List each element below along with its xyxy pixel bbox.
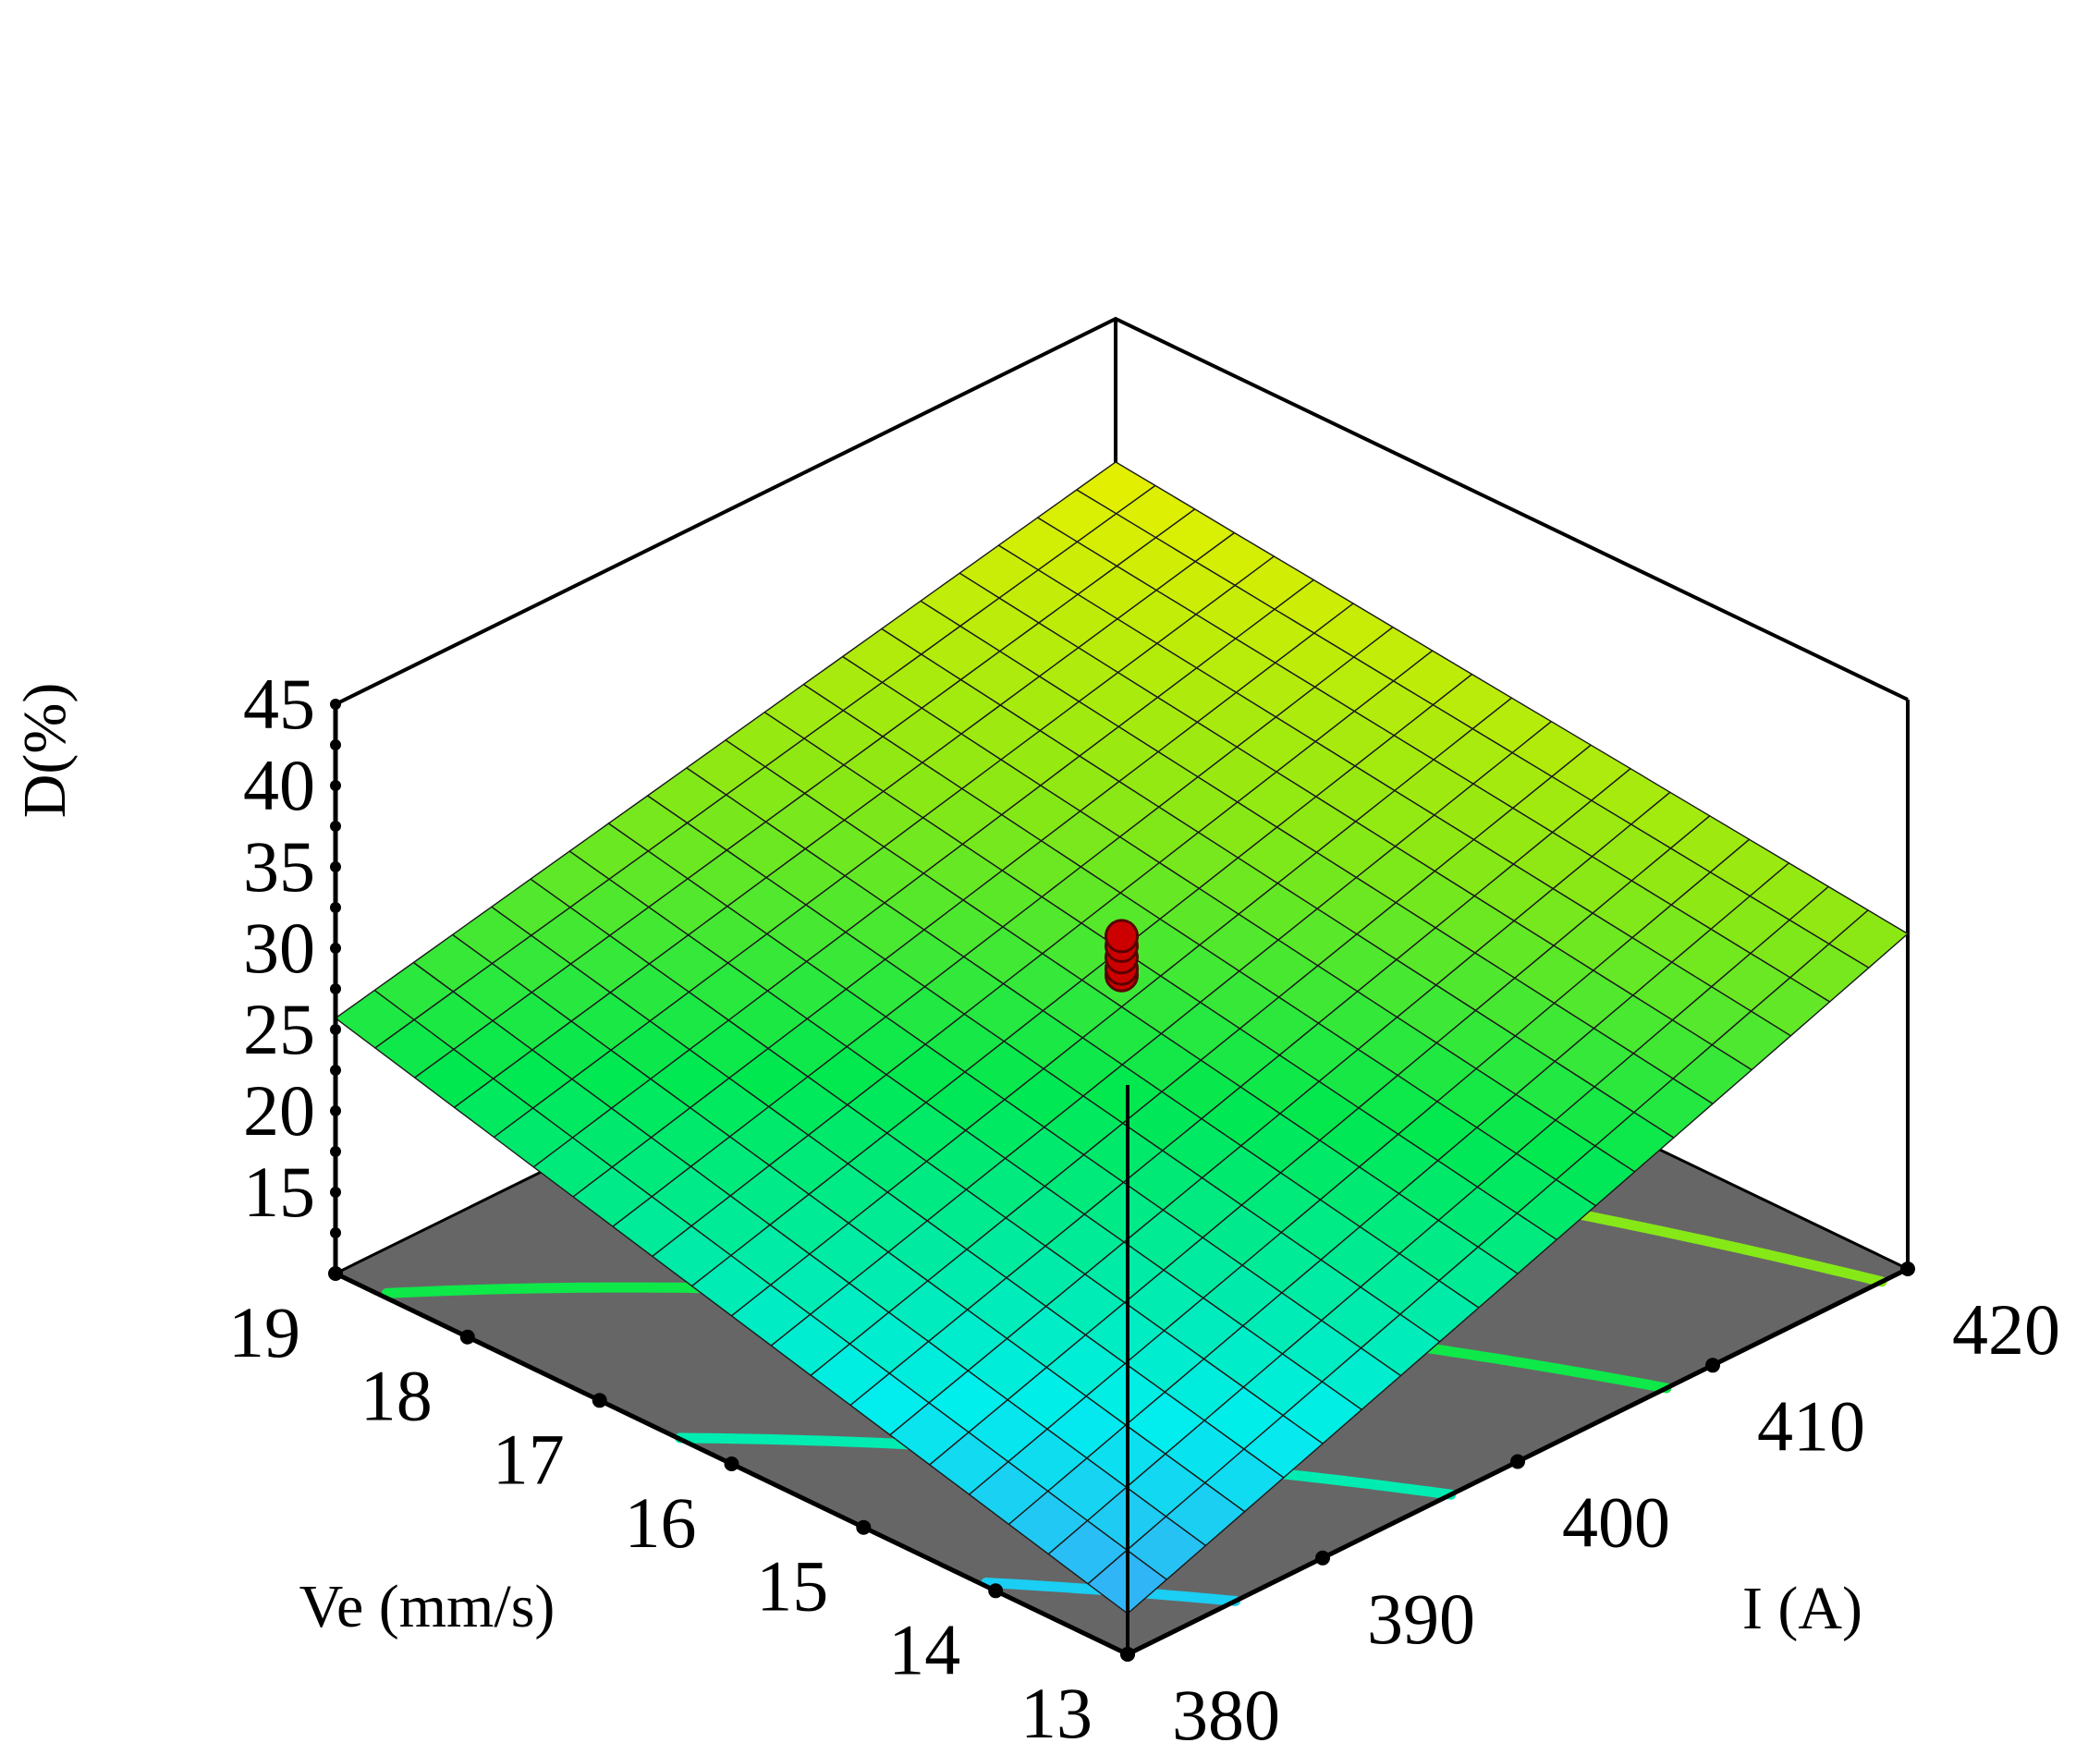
x-tick-label: 16 [625,1482,697,1563]
x-tick-label: 15 [756,1546,828,1627]
y-tick-label: 400 [1562,1482,1670,1563]
y-axis-label: I (A) [1742,1575,1862,1642]
x-tick-label: 14 [888,1609,960,1689]
z-tick-label: 30 [243,908,315,988]
design-points [1105,919,1139,993]
x-tick-label: 13 [1020,1673,1093,1753]
x-tick [328,1266,343,1281]
y-tick [1705,1358,1720,1373]
z-tick-label: 20 [243,1070,315,1151]
x-tick-label: 19 [228,1292,300,1372]
y-tick-label: 390 [1367,1578,1475,1659]
z-axis-label: D(%) [11,683,79,819]
z-tick [330,699,341,710]
x-tick-label: 18 [360,1356,433,1436]
z-tick [330,821,341,832]
x-axis-label: Ve (mm/s) [299,1573,556,1640]
y-tick-label: 380 [1172,1675,1280,1755]
z-tick [330,983,341,994]
x-tick [988,1583,1004,1599]
z-tick [330,861,341,872]
z-tick-label: 35 [243,826,315,907]
x-tick-label: 17 [493,1419,565,1499]
z-tick [330,943,341,954]
x-tick [592,1393,607,1408]
z-tick [330,739,341,750]
z-tick [330,902,341,913]
y-tick [1900,1261,1915,1276]
y-tick [1315,1550,1330,1566]
x-tick [724,1456,739,1471]
response-surface [335,461,1909,1615]
y-tick [1510,1454,1525,1469]
z-tick [330,1105,341,1116]
z-tick [330,780,341,791]
z-tick [330,1065,341,1076]
z-tick-label: 15 [243,1152,315,1232]
x-tick [856,1519,872,1535]
y-tick-label: 410 [1757,1385,1865,1466]
axes: 1520253035404513141516171819380390400410… [228,664,2060,1755]
z-tick-label: 40 [243,745,315,825]
z-tick [330,1227,341,1238]
z-tick-label: 25 [243,989,315,1069]
y-tick [1120,1647,1135,1662]
z-tick [330,1187,341,1198]
y-tick-label: 420 [1952,1289,2060,1370]
axis-labels: D(%) Ve (mm/s) I (A) [11,683,1862,1642]
z-tick [330,1146,341,1157]
z-tick-label: 45 [243,664,315,744]
x-tick [459,1329,475,1345]
z-tick [330,1024,341,1035]
design-point-5 [1105,919,1139,954]
